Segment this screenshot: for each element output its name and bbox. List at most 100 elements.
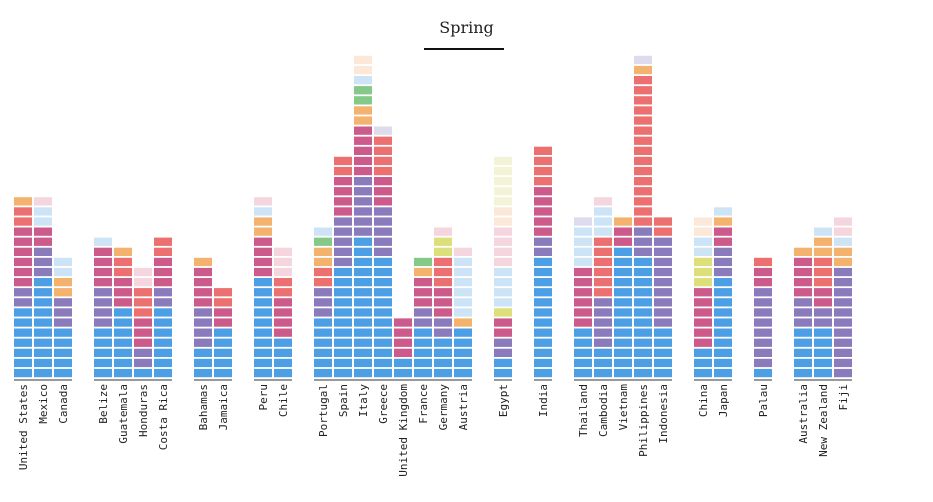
- bar-unit-indonesia: [654, 338, 672, 347]
- bar-unit-belize: [94, 328, 112, 337]
- bar-unit-belize: [94, 288, 112, 297]
- bar-unit-austria: [454, 257, 472, 267]
- bar-unit-india: [534, 207, 552, 216]
- bar-unit-greece: [374, 187, 392, 196]
- bar-unit-china: [694, 247, 712, 256]
- bar-unit-india: [534, 288, 552, 297]
- bar-unit-philippines: [634, 55, 652, 65]
- bar-unit-new-zealand: [814, 237, 832, 246]
- bar-unit-belize: [94, 348, 112, 357]
- bar-unit-new-zealand: [814, 308, 832, 317]
- bar-unit-philippines: [634, 76, 652, 85]
- bar-unit-bahamas: [194, 257, 212, 267]
- bar-unit-italy: [354, 106, 372, 115]
- bar-new-zealand: [814, 227, 832, 378]
- bar-unit-philippines: [634, 146, 652, 155]
- x-tick-label-egypt: Egypt: [497, 384, 510, 417]
- bar-unit-india: [534, 257, 552, 267]
- bar-united-states: [14, 197, 32, 378]
- bar-unit-philippines: [634, 177, 652, 186]
- bar-unit-spain: [334, 338, 352, 347]
- bar-unit-greece: [374, 338, 392, 347]
- bar-unit-austria: [454, 368, 472, 378]
- bar-unit-egypt: [494, 237, 512, 246]
- bar-unit-philippines: [634, 328, 652, 337]
- bar-unit-indonesia: [654, 227, 672, 236]
- bar-unit-canada: [54, 358, 72, 368]
- bar-unit-germany: [434, 318, 452, 327]
- bar-unit-india: [534, 177, 552, 186]
- bar-unit-cambodia: [594, 348, 612, 357]
- bar-unit-japan: [714, 328, 732, 337]
- bar-unit-fiji: [834, 257, 852, 267]
- bar-unit-spain: [334, 328, 352, 337]
- bar-unit-france: [414, 338, 432, 347]
- bar-costa-rica: [154, 237, 172, 378]
- bar-unit-india: [534, 237, 552, 246]
- bar-unit-bahamas: [194, 298, 212, 307]
- bar-unit-belize: [94, 318, 112, 327]
- bar-unit-new-zealand: [814, 278, 832, 287]
- bar-unit-china: [694, 308, 712, 317]
- bar-unit-cambodia: [594, 358, 612, 368]
- bar-unit-indonesia: [654, 368, 672, 378]
- bar-unit-cambodia: [594, 207, 612, 216]
- bar-unit-peru: [254, 227, 272, 236]
- bar-unit-japan: [714, 207, 732, 216]
- bar-unit-new-zealand: [814, 298, 832, 307]
- bar-unit-peru: [254, 348, 272, 357]
- bar-unit-canada: [54, 267, 72, 277]
- bar-unit-germany: [434, 308, 452, 317]
- bar-unit-italy: [354, 278, 372, 287]
- bar-unit-spain: [334, 267, 352, 277]
- bar-unit-costa-rica: [154, 278, 172, 287]
- x-tick-label-costa-rica: Costa Rica: [157, 384, 170, 450]
- bar-unit-france: [414, 328, 432, 337]
- bar-unit-germany: [434, 368, 452, 378]
- bar-unit-jamaica: [214, 348, 232, 357]
- bar-unit-italy: [354, 267, 372, 277]
- bar-unit-vietnam: [614, 328, 632, 337]
- bar-unit-cambodia: [594, 267, 612, 277]
- bar-unit-philippines: [634, 166, 652, 176]
- x-tick-label-jamaica: Jamaica: [217, 384, 230, 430]
- bar-germany: [434, 227, 452, 378]
- bar-unit-japan: [714, 358, 732, 368]
- bar-unit-bahamas: [194, 288, 212, 297]
- bar-unit-guatemala: [114, 318, 132, 327]
- bar-unit-belize: [94, 368, 112, 378]
- bar-unit-indonesia: [654, 267, 672, 277]
- bar-unit-india: [534, 217, 552, 226]
- bar-unit-vietnam: [614, 217, 632, 226]
- bar-unit-united-kingdom: [394, 338, 412, 347]
- bar-unit-japan: [714, 298, 732, 307]
- bar-unit-italy: [354, 368, 372, 378]
- bar-unit-new-zealand: [814, 318, 832, 327]
- bar-unit-canada: [54, 318, 72, 327]
- bar-unit-peru: [254, 257, 272, 267]
- bar-unit-indonesia: [654, 257, 672, 267]
- bar-unit-cambodia: [594, 257, 612, 267]
- bar-unit-italy: [354, 207, 372, 216]
- bar-unit-cambodia: [594, 237, 612, 246]
- bar-unit-new-zealand: [814, 267, 832, 277]
- bar-unit-cambodia: [594, 227, 612, 236]
- bar-unit-egypt: [494, 318, 512, 327]
- bar-unit-australia: [794, 288, 812, 297]
- bar-unit-cambodia: [594, 368, 612, 378]
- x-tick-label-new-zealand: New Zealand: [817, 384, 830, 457]
- bar-unit-mexico: [34, 368, 52, 378]
- bar-unit-greece: [374, 136, 392, 145]
- bar-unit-greece: [374, 166, 392, 176]
- bar-jamaica: [214, 288, 232, 378]
- bar-unit-austria: [454, 318, 472, 327]
- bar-unit-portugal: [314, 278, 332, 287]
- bar-unit-egypt: [494, 338, 512, 347]
- bar-unit-guatemala: [114, 288, 132, 297]
- bar-unit-portugal: [314, 227, 332, 236]
- bar-unit-peru: [254, 217, 272, 226]
- bar-unit-united-kingdom: [394, 348, 412, 357]
- bar-egypt: [494, 156, 512, 378]
- bar-indonesia: [654, 217, 672, 378]
- bar-unit-united-states: [14, 338, 32, 347]
